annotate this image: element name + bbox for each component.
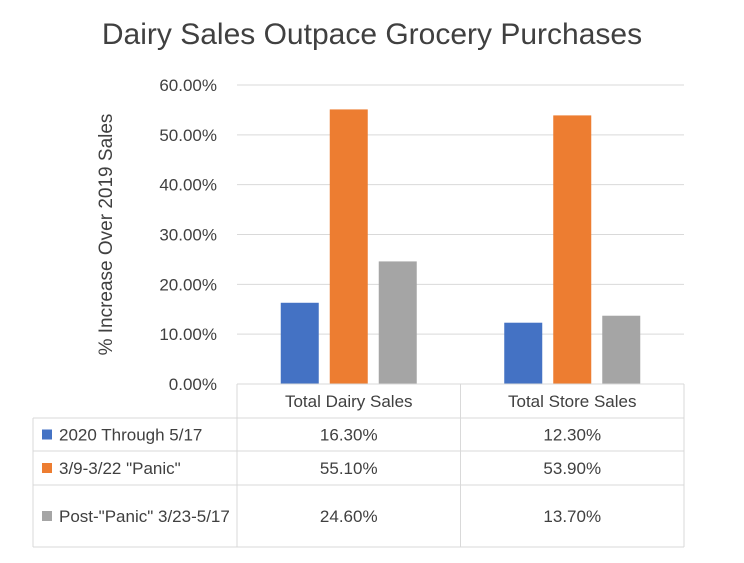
y-tick-label: 30.00% (159, 226, 217, 245)
legend-label: 3/9-3/22 "Panic" (59, 459, 181, 478)
data-label: 13.70% (543, 507, 601, 526)
legend-swatch (42, 463, 52, 473)
y-axis-label: % Increase Over 2019 Sales (96, 114, 117, 356)
data-label: 16.30% (320, 426, 378, 445)
chart-title: Dairy Sales Outpace Grocery Purchases (101, 18, 643, 51)
bar (329, 109, 368, 384)
bar (504, 322, 543, 384)
y-tick-label: 10.00% (159, 325, 217, 344)
bar (602, 315, 641, 384)
y-tick-label: 60.00% (159, 76, 217, 95)
y-tick-label: 20.00% (159, 275, 217, 294)
data-label: 55.10% (320, 459, 378, 478)
bar (378, 261, 417, 384)
y-tick-label: 50.00% (159, 126, 217, 145)
legend-label: Post-"Panic" 3/23-5/17 (59, 507, 230, 526)
category-label: Total Store Sales (508, 392, 637, 411)
y-tick-label: 0.00% (169, 375, 217, 394)
y-tick-label: 40.00% (159, 176, 217, 195)
data-label: 53.90% (543, 459, 601, 478)
legend-swatch (42, 511, 52, 521)
bar (553, 115, 592, 385)
category-label: Total Dairy Sales (285, 392, 413, 411)
bar (280, 302, 319, 384)
data-label: 24.60% (320, 507, 378, 526)
data-label: 12.30% (543, 426, 601, 445)
legend-label: 2020 Through 5/17 (59, 426, 202, 445)
legend-swatch (42, 429, 52, 440)
